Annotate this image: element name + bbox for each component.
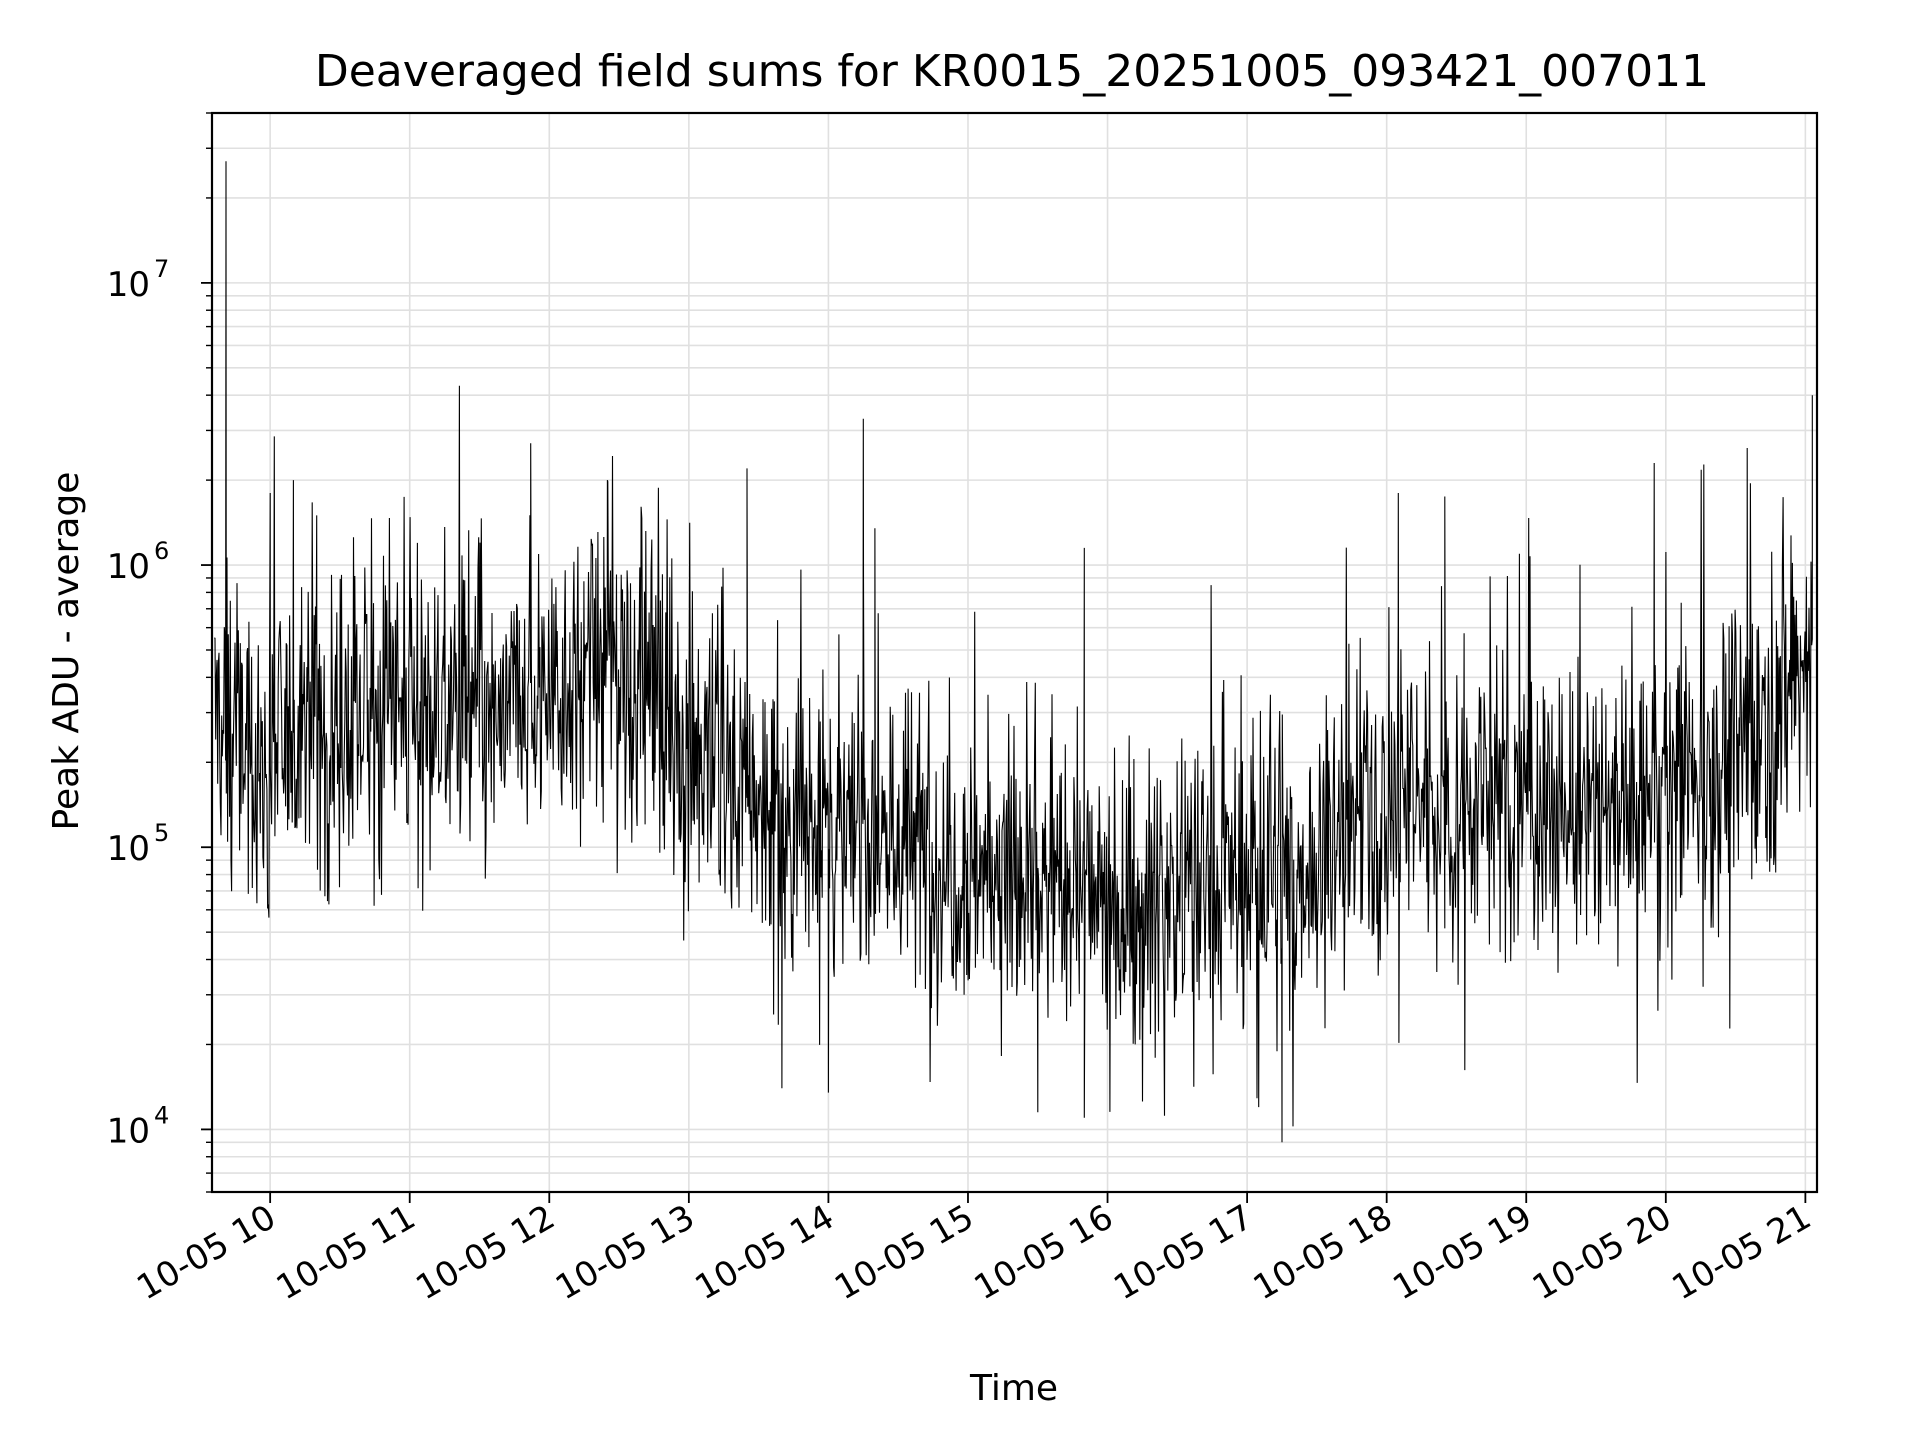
- y-axis-label: Peak ADU - average: [46, 472, 87, 831]
- x-axis-label: Time: [969, 1368, 1058, 1409]
- y-tick-exponent: 4: [154, 1101, 169, 1129]
- y-tick-label: 10: [107, 265, 150, 305]
- y-tick-label: 10: [107, 1111, 150, 1151]
- series-layer: [214, 161, 1813, 1143]
- y-tick-exponent: 6: [154, 537, 169, 565]
- y-tick-exponent: 5: [154, 819, 169, 847]
- y-tick-label: 10: [107, 829, 150, 869]
- chart-title: Deaveraged field sums for KR0015_2025100…: [315, 46, 1709, 97]
- plot-frame: [210, 111, 1819, 1194]
- series-line: [214, 161, 1813, 1143]
- y-tick-exponent: 7: [154, 255, 169, 283]
- y-tick-label: 10: [107, 547, 150, 587]
